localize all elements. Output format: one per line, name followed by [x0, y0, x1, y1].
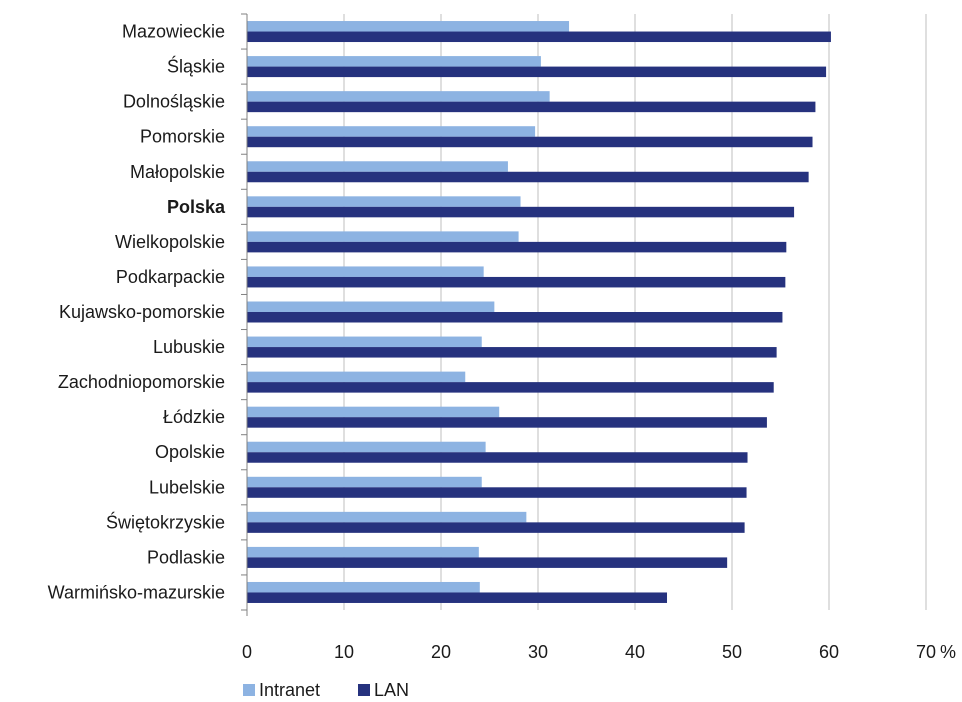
- bar-lan: [247, 382, 774, 393]
- x-tick-label: 50: [722, 642, 742, 662]
- bar-intranet: [247, 56, 541, 67]
- bar-intranet: [247, 336, 482, 348]
- category-label: Mazowieckie: [122, 22, 225, 42]
- bar-lan: [247, 66, 827, 78]
- bar-lan: [247, 522, 745, 533]
- bar-lan: [247, 592, 668, 603]
- category-label: Wielkopolskie: [115, 232, 225, 252]
- x-tick-label: 70: [916, 642, 936, 662]
- category-label: Kujawsko-pomorskie: [59, 302, 225, 322]
- bar-lan: [247, 312, 783, 323]
- category-label: Lubelskie: [149, 477, 225, 497]
- bar-intranet: [247, 266, 484, 277]
- category-label: Zachodniopomorskie: [58, 372, 225, 392]
- category-label: Łódzkie: [163, 407, 225, 427]
- bar-intranet: [247, 301, 495, 312]
- bar-lan: [247, 206, 795, 218]
- bar-lan: [247, 557, 728, 568]
- category-label: Warmińsko-mazurskie: [48, 582, 225, 602]
- x-tick-label: 40: [625, 642, 645, 662]
- category-label: Śląskie: [167, 56, 225, 77]
- bar-lan: [247, 136, 813, 148]
- bar-lan: [247, 241, 787, 253]
- bar-lan: [247, 347, 777, 358]
- category-label: Pomorskie: [140, 127, 225, 147]
- bar-intranet: [247, 126, 536, 137]
- legend-swatch-intranet: [243, 684, 255, 696]
- bar-intranet: [247, 546, 479, 558]
- bar-intranet: [247, 476, 482, 488]
- legend: Intranet LAN: [243, 680, 409, 700]
- bar-lan: [247, 487, 747, 498]
- x-tick-label: 30: [528, 642, 548, 662]
- bar-intranet: [247, 196, 521, 207]
- x-tick-label: 0: [242, 642, 252, 662]
- category-label: Opolskie: [155, 442, 225, 462]
- legend-swatch-lan: [358, 684, 370, 696]
- bars: [247, 21, 831, 603]
- category-label: Polska: [167, 197, 226, 217]
- bar-intranet: [247, 161, 508, 172]
- x-tick-label: 20: [431, 642, 451, 662]
- x-tick-label: 60: [819, 642, 839, 662]
- bar-intranet: [247, 581, 480, 593]
- bar-intranet: [247, 441, 486, 453]
- bar-lan: [247, 452, 748, 463]
- category-label: Lubuskie: [153, 337, 225, 357]
- bar-intranet: [247, 91, 550, 102]
- bar-intranet: [247, 511, 527, 523]
- x-tick-labels: 0 10 20 30 40 50 60 70: [242, 642, 936, 662]
- bar-intranet: [247, 371, 466, 383]
- bar-intranet: [247, 21, 570, 32]
- category-label: Podlaskie: [147, 547, 225, 567]
- bar-lan: [247, 171, 809, 183]
- legend-label-lan: LAN: [374, 680, 409, 700]
- bar-intranet: [247, 231, 519, 242]
- bar-intranet: [247, 406, 500, 418]
- bar-lan: [247, 101, 816, 113]
- y-axis: [241, 13, 248, 616]
- bar-lan: [247, 31, 831, 43]
- x-tick-label: 10: [334, 642, 354, 662]
- category-labels: Mazowieckie Śląskie Dolnośląskie Pomorskie M…: [48, 22, 226, 603]
- bar-lan: [247, 417, 767, 428]
- category-label: Świętokrzyskie: [106, 511, 225, 532]
- legend-label-intranet: Intranet: [259, 680, 320, 700]
- bar-lan: [247, 276, 786, 288]
- category-label: Podkarpackie: [116, 267, 225, 287]
- x-unit-label: %: [940, 642, 956, 662]
- category-label: Małopolskie: [130, 162, 225, 182]
- category-label: Dolnośląskie: [123, 92, 225, 112]
